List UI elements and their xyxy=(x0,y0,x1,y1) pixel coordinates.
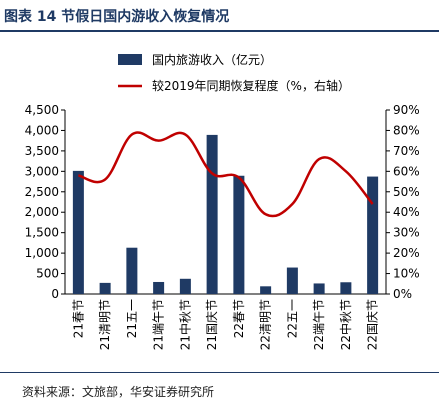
revenue-bar xyxy=(340,282,352,294)
revenue-bar xyxy=(313,283,325,294)
right-tick-label: 20% xyxy=(393,246,420,260)
left-tick-label: 2,500 xyxy=(25,185,59,199)
x-category-label: 22国庆节 xyxy=(366,299,380,350)
right-tick-label: 0% xyxy=(393,287,412,301)
left-tick-label: 4,500 xyxy=(25,103,59,117)
legend-swatch-revenue xyxy=(118,54,142,65)
x-category-label: 21中秋节 xyxy=(177,299,192,350)
right-tick-label: 30% xyxy=(393,226,420,240)
right-tick-label: 10% xyxy=(393,267,420,281)
revenue-bar xyxy=(206,134,218,294)
right-tick-label: 80% xyxy=(393,123,420,137)
tourism-revenue-chart: 0 500 1,000 1,500 2,000 2,500 3,000 3,500 4,000 4… xyxy=(25,52,420,350)
x-category-label: 22五一 xyxy=(285,299,299,338)
left-tick-label: 1,500 xyxy=(25,226,59,240)
revenue-bar xyxy=(179,278,191,294)
x-category-label: 21国庆节 xyxy=(205,299,219,350)
revenue-bar xyxy=(99,282,111,294)
page-title: 图表 14 节假日国内游收入恢复情况 xyxy=(4,9,230,25)
left-tick-label: 4,000 xyxy=(25,123,59,137)
left-tick-label: 3,000 xyxy=(25,164,59,178)
revenue-bar xyxy=(367,176,379,294)
legend-label-recovery: 较2019年同期恢复程度（%，右轴） xyxy=(152,78,350,93)
right-tick-label: 70% xyxy=(393,144,420,158)
x-category-label: 22端午节 xyxy=(312,299,326,350)
left-tick-label: 2,000 xyxy=(25,205,59,219)
revenue-bar xyxy=(126,247,138,294)
source-note: 资料来源：文旅部，华安证券研究所 xyxy=(22,385,215,399)
left-tick-label: 500 xyxy=(36,267,59,281)
x-category-label: 21端午节 xyxy=(152,299,166,350)
revenue-bar xyxy=(286,267,298,294)
revenue-bar xyxy=(260,286,272,294)
title-bar: 图表 14 节假日国内游收入恢复情况 xyxy=(0,0,439,34)
source-divider xyxy=(0,372,439,373)
x-category-label: 22中秋节 xyxy=(338,299,353,350)
legend-label-revenue: 国内旅游收入（亿元） xyxy=(152,52,272,67)
title-divider xyxy=(0,30,439,32)
x-category-label: 22春节 xyxy=(232,299,246,338)
x-category-label: 22清明节 xyxy=(259,299,273,350)
revenue-bar xyxy=(233,175,245,294)
right-tick-label: 60% xyxy=(393,164,420,178)
x-category-label: 21春节 xyxy=(71,299,85,338)
left-tick-label: 1,000 xyxy=(25,246,59,260)
left-tick-label: 3,500 xyxy=(25,144,59,158)
right-tick-label: 90% xyxy=(393,103,420,117)
right-tick-label: 40% xyxy=(393,205,420,219)
left-tick-label: 0 xyxy=(51,287,59,301)
revenue-bar xyxy=(153,281,165,294)
right-tick-label: 50% xyxy=(393,185,420,199)
x-category-label: 21清明节 xyxy=(98,299,112,350)
revenue-bar xyxy=(72,170,84,294)
x-category-label: 21五一 xyxy=(125,299,139,338)
recovery-line xyxy=(78,131,374,218)
